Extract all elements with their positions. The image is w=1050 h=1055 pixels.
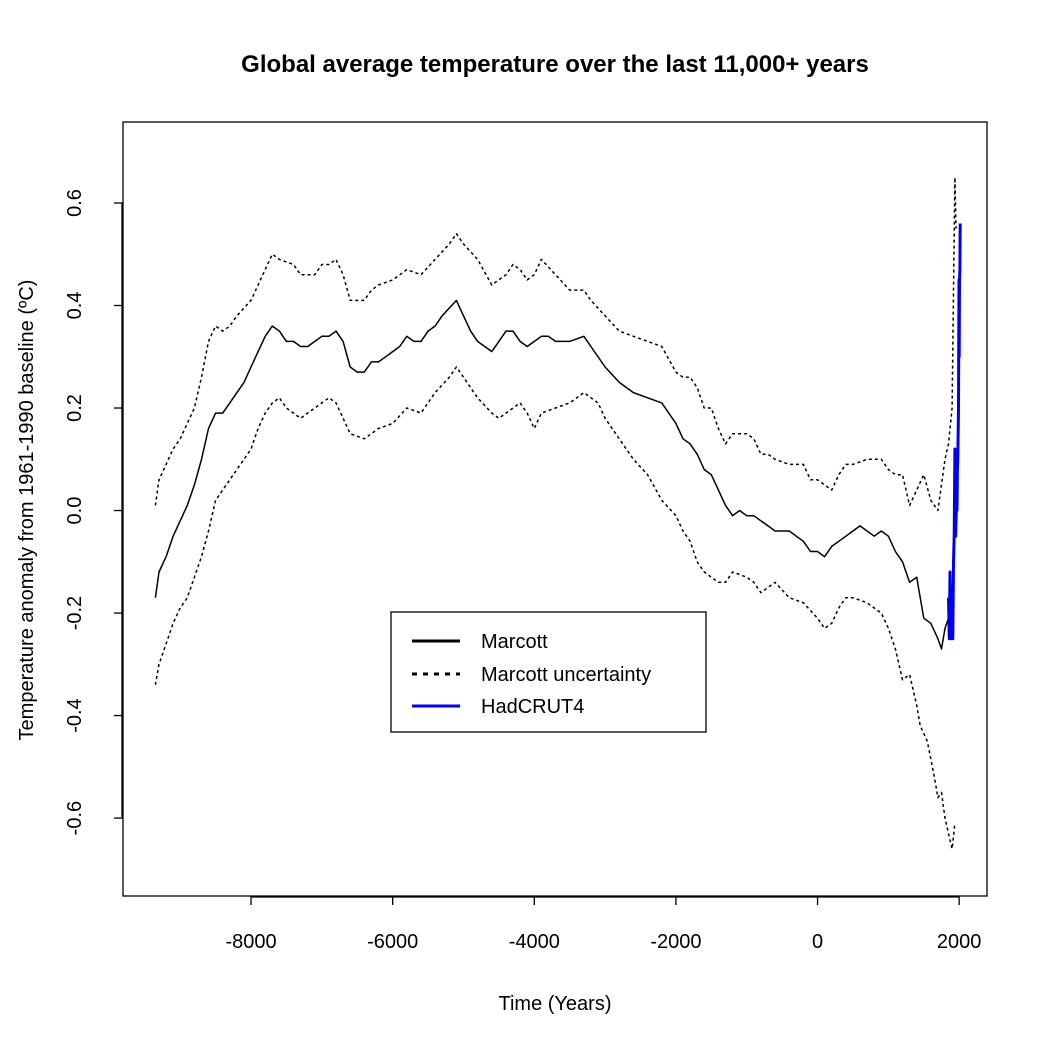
plot-box [122,121,988,897]
legend: Marcott Marcott uncertainty HadCRUT4 [390,611,707,733]
y-tick-label: -0.6 [64,801,86,835]
y-tick-label: 0.6 [64,189,86,217]
hadcrut4-line [947,223,962,641]
x-tick-label: -4000 [509,931,560,953]
x-axis-label: Time (Years) [499,993,612,1015]
x-tick-label: -8000 [225,931,276,953]
x-tick-label: -2000 [650,931,701,953]
legend-label-marcott: Marcott [481,631,548,653]
marcott-line [154,299,953,650]
chart-title: Global average temperature over the last… [241,51,869,78]
y-axis-label: Temperature anomaly from 1961-1990 basel… [16,280,38,741]
uncertainty-upper-line [154,176,957,512]
series-layer [154,176,962,850]
y-tick-label: 0.2 [64,394,86,422]
x-tick-label: -6000 [367,931,418,953]
legend-label-uncertainty: Marcott uncertainty [481,664,651,686]
y-tick-label: -0.2 [64,596,86,630]
x-tick-label: 0 [812,931,823,953]
legend-box [390,611,707,733]
y-tick-label: 0.0 [64,497,86,525]
legend-label-hadcrut4: HadCRUT4 [481,696,584,718]
y-axis: -0.6 -0.4 -0.2 0.0 0.2 0.4 0.6 [64,189,123,835]
y-tick-label: -0.4 [64,698,86,732]
uncertainty-lower-line [154,366,956,850]
x-tick-label: 2000 [937,931,982,953]
x-axis: -8000 -6000 -4000 -2000 0 2000 [225,896,981,953]
y-tick-label: 0.4 [64,292,86,320]
